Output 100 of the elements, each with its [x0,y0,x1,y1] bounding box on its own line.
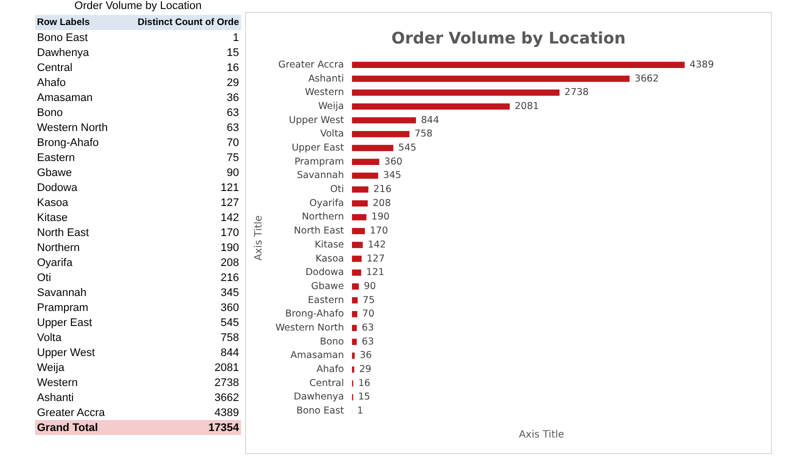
y-tick-label: Dodowa [305,267,344,278]
bar [352,214,366,220]
data-label: 360 [220,300,240,315]
bar [352,324,357,332]
category-label: Weija [36,360,66,375]
data-label: 844 [420,114,440,126]
category-label: Northern [36,240,81,255]
bar [352,338,357,345]
category-label: Dawhenya [36,46,90,60]
category-label: Ashanti [36,390,75,405]
bar [352,103,510,110]
y-tick-label: Brong-Ahafo [285,308,344,320]
data-label: 15 [358,392,370,403]
data-label: 142 [220,210,240,225]
category-label: Volta [36,330,62,345]
y-tick-label: Oyarifa [309,198,344,209]
category-label: Brong-Ahafo [36,136,100,150]
data-label: 360 [384,156,402,168]
text: Order Volume by Location [73,0,203,14]
bar [352,131,410,138]
y-tick-label: North East [294,226,344,237]
category-label: Central [36,60,74,75]
data-label: 63 [226,106,240,120]
category-label: Eastern [36,150,76,165]
data-label: 63 [362,336,374,348]
category-label: Upper East [36,316,94,330]
data-label: 3662 [214,390,240,405]
y-tick-label: Upper West [288,114,344,126]
data-label: 121 [220,180,240,195]
y-tick-label: Bono [320,336,344,348]
data-label: 216 [373,184,392,196]
data-label: 545 [398,142,416,154]
category-label: Western [36,376,79,390]
data-label: 75 [362,294,375,306]
data-label: 3662 [634,73,659,84]
y-tick-label: Volta [320,128,344,140]
data-label: 1 [232,30,240,45]
category-label: Oyarifa [36,256,74,270]
category-label: Kasoa [36,196,70,210]
chart-title: Order Volume by Location [391,28,626,48]
bar [352,270,362,276]
bar [352,76,630,82]
data-label: 70 [226,136,240,150]
bar [352,144,394,152]
category-label: Greater Accra [36,406,106,420]
data-label: 2738 [564,87,589,98]
data-label: 190 [371,212,390,223]
category-label: Western North [36,120,109,135]
data-label: 4389 [214,406,240,420]
y-tick-label: Greater Accra [278,59,344,70]
data-label: 208 [220,256,240,270]
data-label: 758 [414,128,433,140]
y-tick-label: Kitase [314,239,344,250]
category-label: North East [36,226,90,240]
y-tick-label: Prampram [294,156,344,168]
y-tick-label: Gbawe [311,280,344,292]
category-label: Dodowa [36,180,78,195]
bar [352,186,368,193]
y-tick-label: Ahafo [316,364,344,376]
bar [352,90,560,96]
bar [352,172,378,179]
bar [352,352,355,359]
x-axis-title: Axis Title [518,430,564,440]
category-label: Bono [36,106,64,120]
data-label: 345 [383,170,402,182]
bar [352,242,363,248]
category-label: Oti [36,270,52,285]
data-label: 70 [362,308,374,320]
data-label: 4389 [690,59,714,70]
bar [352,62,685,68]
data-label: 2738 [214,376,240,390]
category-label: Prampram [36,300,90,315]
y-tick-label: Western North [275,322,344,334]
bar [352,158,380,165]
y-tick-label: Weija [318,100,344,112]
data-label: 121 [366,267,384,278]
category-label: Gbawe [36,166,73,180]
y-tick-label: Western [305,87,344,98]
y-tick-label: Central [309,378,344,389]
data-label: 63 [226,120,240,135]
bar [352,311,358,318]
data-label: 90 [226,166,240,180]
data-label: 36 [360,350,372,362]
data-label: 216 [220,270,240,285]
data-label: 36 [226,90,240,105]
data-label: 127 [220,196,240,210]
y-tick-label: Eastern [308,294,344,306]
y-tick-label: Bono East [296,406,344,417]
bar [352,200,368,206]
data-label: 90 [364,280,376,292]
bar [352,297,358,304]
y-tick-label: Ashanti [308,73,344,84]
data-label: 170 [220,226,240,240]
bar [352,117,416,124]
data-label: 142 [368,239,386,250]
y-tick-label: Northern [302,212,344,223]
data-label: 127 [366,253,385,264]
data-label: 190 [220,240,240,255]
bar [352,256,362,262]
category-label: Amasaman [36,90,94,105]
